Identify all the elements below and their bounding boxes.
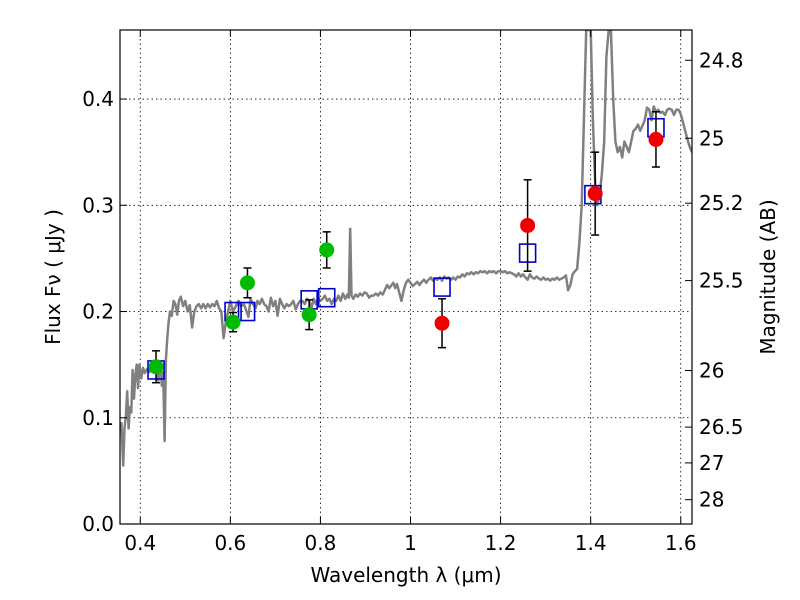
y2-tick-label: 26.5 — [699, 415, 744, 439]
plot-frame — [119, 29, 693, 525]
green-point — [301, 307, 317, 323]
x-tick-label: 0.6 — [214, 531, 246, 555]
red-point — [434, 315, 450, 331]
y2-tick-label: 25 — [699, 126, 724, 150]
x-tick-label: 0.8 — [305, 531, 337, 555]
y2-tick-label: 28 — [699, 488, 724, 512]
y-tick-label: 0.2 — [82, 300, 114, 324]
green-point — [319, 242, 335, 258]
x-tick-label: 1.4 — [575, 531, 607, 555]
template-spectrum-line — [120, 30, 692, 467]
observed-points — [148, 131, 664, 375]
green-point — [239, 275, 255, 291]
y2-tick-label: 26 — [699, 358, 724, 382]
green-point — [148, 359, 164, 375]
x-axis-ticks: 0.4 0.6 0.8 1 1.2 1.4 1.6 — [124, 30, 697, 555]
y-tick-label: 0.4 — [82, 87, 114, 111]
y2-tick-label: 27 — [699, 451, 724, 475]
y-axis-ticks: 0.0 0.1 0.2 0.3 0.4 — [82, 87, 127, 536]
y2-tick-label: 25.5 — [699, 269, 744, 293]
x-tick-label: 1.6 — [665, 531, 697, 555]
x-tick-label: 1.2 — [485, 531, 517, 555]
y2-axis-label: Magnitude (AB) — [756, 199, 780, 354]
y-tick-label: 0.0 — [82, 512, 114, 536]
x-tick-label: 0.4 — [124, 531, 156, 555]
model-point — [433, 277, 451, 297]
red-point — [520, 217, 536, 233]
y2-tick-label: 24.8 — [699, 48, 744, 72]
model-points — [147, 117, 665, 380]
y-tick-label: 0.1 — [82, 406, 114, 430]
model-point — [237, 301, 256, 322]
y-axis-label: Flux Fν ( μJy ) — [41, 209, 65, 345]
y2-axis-ticks: 24.8 25 25.2 25.5 26 26.5 27 28 — [685, 48, 744, 512]
red-point — [648, 131, 664, 147]
x-tick-label: 1 — [404, 531, 417, 555]
y2-tick-label: 25.2 — [699, 191, 744, 215]
template-spectrum — [120, 30, 692, 467]
green-point — [225, 314, 241, 330]
model-point — [317, 287, 336, 308]
x-axis-label: Wavelength λ (μm) — [310, 563, 501, 587]
y-tick-label: 0.3 — [82, 193, 114, 217]
red-point — [587, 186, 603, 202]
